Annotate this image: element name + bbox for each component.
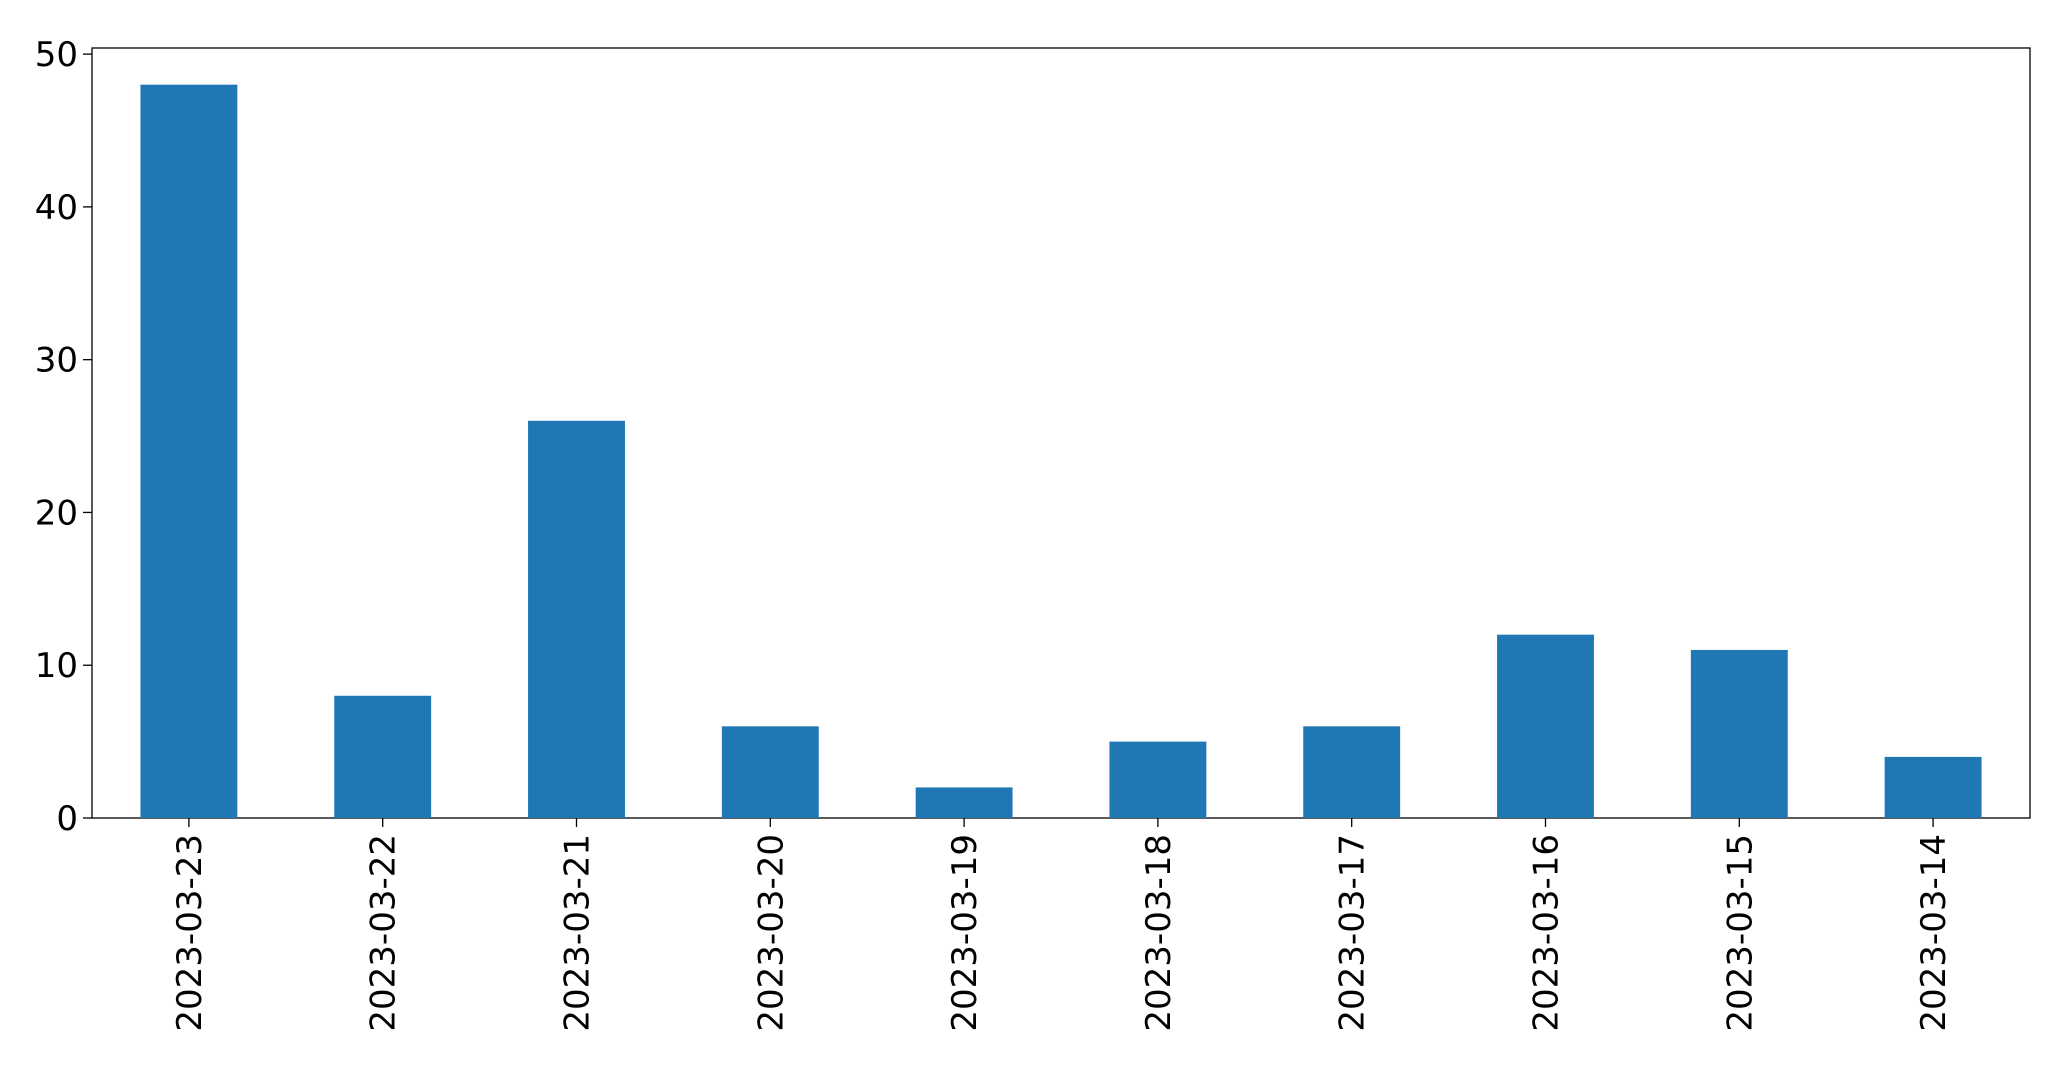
x-tick-label: 2023-03-21 <box>558 834 598 1032</box>
plot-frame <box>91 47 2031 819</box>
bar <box>1109 741 1207 818</box>
y-tick-label: 20 <box>35 493 78 533</box>
y-tick-label: 10 <box>35 646 78 686</box>
bar <box>915 787 1013 818</box>
bar <box>1497 634 1594 818</box>
bar <box>1690 649 1788 818</box>
x-tick-label: 2023-03-19 <box>945 834 985 1032</box>
bar <box>721 726 819 818</box>
x-tick-label: 2023-03-22 <box>364 834 404 1032</box>
x-tick-label: 2023-03-18 <box>1139 834 1179 1032</box>
y-tick-label: 50 <box>35 35 78 75</box>
x-tick-label: 2023-03-23 <box>170 834 210 1032</box>
y-tick-label: 0 <box>56 799 78 839</box>
bar <box>1884 756 1982 818</box>
y-tick-label: 30 <box>35 341 78 381</box>
x-tick-label: 2023-03-16 <box>1527 834 1567 1032</box>
bar <box>334 695 432 818</box>
x-tick-label: 2023-03-17 <box>1333 834 1373 1032</box>
y-tick-label: 40 <box>35 188 78 228</box>
bar <box>528 420 625 818</box>
x-tick-label: 2023-03-15 <box>1720 834 1760 1032</box>
x-tick-label: 2023-03-20 <box>751 834 791 1032</box>
x-tick-label: 2023-03-14 <box>1914 834 1954 1032</box>
bar <box>1303 726 1401 818</box>
bar <box>140 84 238 818</box>
